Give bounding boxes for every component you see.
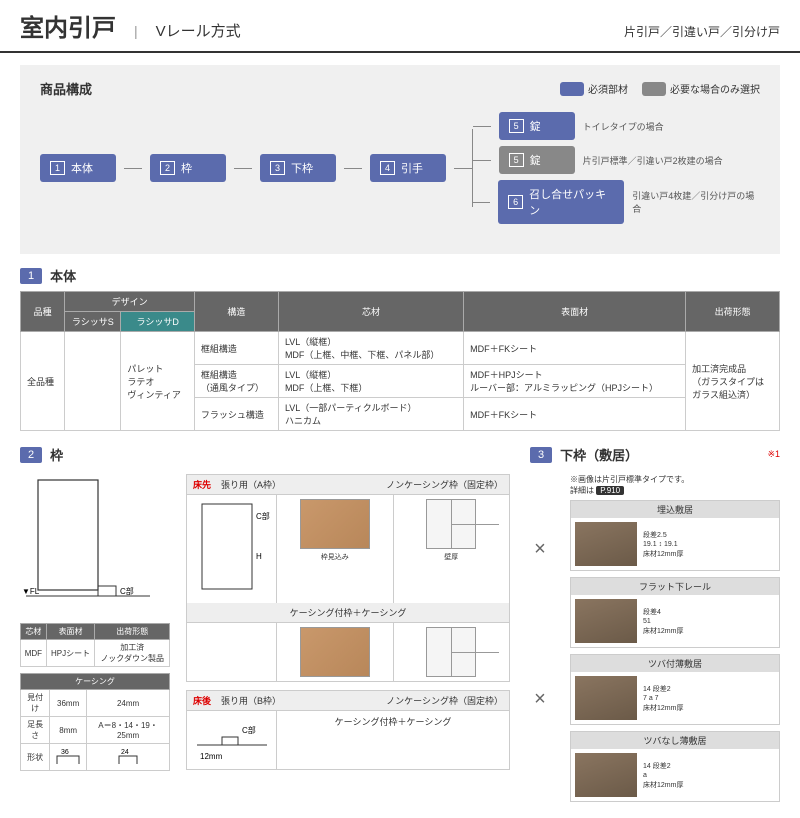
svg-text:24: 24 <box>121 749 129 756</box>
th-surface: 表面材 <box>464 292 686 332</box>
svg-text:C部: C部 <box>120 586 134 596</box>
svg-text:C部: C部 <box>242 725 256 735</box>
casing-title: ケーシング <box>21 674 170 690</box>
sill-detail: 詳細は <box>570 486 594 495</box>
svg-text:12mm: 12mm <box>200 752 223 761</box>
section-2-num: 2 <box>20 447 42 463</box>
th-s: ラシッサS <box>65 312 121 332</box>
svg-text:C部: C部 <box>256 511 270 521</box>
multiply-2: × <box>534 688 546 711</box>
th-struct: 構造 <box>194 292 278 332</box>
flow-step-2: 2枠 <box>150 154 226 182</box>
branch-row: 5錠片引戸標準／引違い戸2枚建の場合 <box>473 146 760 174</box>
page-ref: P.910 <box>596 486 624 495</box>
svg-text:36: 36 <box>61 749 69 756</box>
frame-outline-svg: ▼FL C部 <box>20 474 150 614</box>
th-d: ラシッサD <box>121 312 194 332</box>
a-photo-2 <box>300 627 370 677</box>
section-1-num: 1 <box>20 268 42 284</box>
page-title: 室内引戸 <box>20 8 116 43</box>
flow-step-4: 4引手 <box>370 154 446 182</box>
branch-row: 5錠トイレタイプの場合 <box>473 112 760 140</box>
section-3-note: ※1 <box>767 449 780 460</box>
svg-text:H: H <box>256 552 262 561</box>
a-label: 張り用（A枠） <box>221 478 281 491</box>
section-1-title: 本体 <box>50 266 76 285</box>
frame-type-b: 床後張り用（B枠） ノンケーシング枠（固定枠） C部 12mm ケーシング付枠＋ケー… <box>186 690 510 770</box>
b-diagram: C部 12mm <box>192 715 272 765</box>
sill-column: ※画像は片引戸標準タイプです。詳細は P.910 埋込敷居段差2.519.1 ↕… <box>570 474 780 808</box>
legend-optional-swatch <box>642 82 666 96</box>
a-h1: ノンケーシング枠（固定枠） <box>386 478 503 491</box>
sill-item: 埋込敷居段差2.519.1 ↕ 19.1床材12mm厚 <box>570 500 780 571</box>
legend-optional: 必要な場合のみ選択 <box>670 81 760 96</box>
door-types: 片引戸／引違い戸／引分け戸 <box>624 23 780 40</box>
sill-item: フラット下レール段差451床材12mm厚 <box>570 577 780 648</box>
th-design: デザイン <box>65 292 195 312</box>
flow-step-1: 1本体 <box>40 154 116 182</box>
title-divider: | <box>134 23 138 39</box>
b-label: 張り用（B枠） <box>221 694 281 707</box>
a-h2: ケーシング付枠＋ケーシング <box>290 606 407 619</box>
a-tag: 床先 <box>193 478 211 491</box>
legend: 必須部材 必要な場合のみ選択 <box>560 81 760 96</box>
composition-title: 商品構成 <box>40 79 92 98</box>
th-core: 芯材 <box>278 292 463 332</box>
sill-item: ツバ付薄敷居14 段差27 a 7床材12mm厚 <box>570 654 780 725</box>
legend-required: 必須部材 <box>588 81 628 96</box>
b-h2: ケーシング付枠＋ケーシング <box>277 711 509 769</box>
composition-panel: 商品構成 必須部材 必要な場合のみ選択 1本体 2枠 3下枠 4引手 5錠トイレタイプ… <box>20 65 780 254</box>
svg-text:▼FL: ▼FL <box>22 587 40 596</box>
spec-table: 品種 デザイン 構造 芯材 表面材 出荷形態 ラシッサS ラシッサD 全品種パレ… <box>20 291 780 431</box>
branch-row: 6召し合せパッキン引違い戸4枚建／引分け戸の場合 <box>473 180 760 224</box>
th-item: 品種 <box>21 292 65 332</box>
page-subtitle: Vレール方式 <box>156 20 241 41</box>
sill-note: ※画像は片引戸標準タイプです。 <box>570 475 689 484</box>
section-2-title: 枠 <box>50 445 63 464</box>
frame-types-column: 床先張り用（A枠）ノンケーシング枠（固定枠） C部H 枠見込み 壁厚 ケーシング… <box>186 474 510 778</box>
a-diagram: C部 H <box>192 499 272 599</box>
sill-item: ツバなし薄敷居14 段差2a床材12mm厚 <box>570 731 780 802</box>
a-cross-2 <box>426 627 476 677</box>
multiply-1: × <box>534 538 546 561</box>
a-photo-1 <box>300 499 370 549</box>
frame-column: ▼FL C部 芯材表面材出荷形態MDFHPJシート加工済 ノックダウン製品 ケー… <box>20 474 170 771</box>
section-3-title: 下枠（敷居） <box>560 445 638 464</box>
section-1-head: 1 本体 <box>20 266 780 285</box>
casing-table: ケーシング 見付け36mm24mm足長さ8mmA＝8・14・19・25mm 形状… <box>20 673 170 771</box>
section-3-num: 3 <box>530 447 552 463</box>
casing-shape: 形状 <box>21 744 50 771</box>
b-tag: 床後 <box>193 694 211 707</box>
legend-required-swatch <box>560 82 584 96</box>
th-ship: 出荷形態 <box>686 292 780 332</box>
frame-mat-table: 芯材表面材出荷形態MDFHPJシート加工済 ノックダウン製品 <box>20 623 170 667</box>
frame-type-a: 床先張り用（A枠）ノンケーシング枠（固定枠） C部H 枠見込み 壁厚 ケーシング… <box>186 474 510 682</box>
flow-step-3: 3下枠 <box>260 154 336 182</box>
page-header: 室内引戸 | Vレール方式 片引戸／引違い戸／引分け戸 <box>0 0 800 53</box>
flow-row: 1本体 2枠 3下枠 4引手 5錠トイレタイプの場合 5錠片引戸標準／引違い戸2枚建の場… <box>40 112 760 224</box>
b-h1: ノンケーシング枠（固定枠） <box>386 694 503 707</box>
a-cross-1 <box>426 499 476 549</box>
